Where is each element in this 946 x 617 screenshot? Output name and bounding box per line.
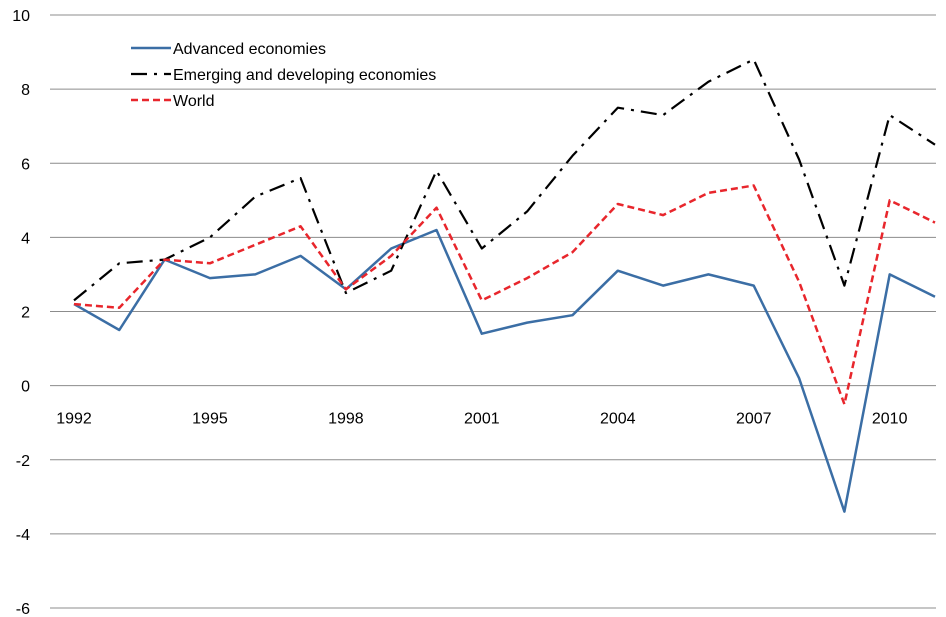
x-tick-label: 1995 [192, 411, 228, 428]
series-lines [73, 58, 936, 513]
y-tick-label: 2 [21, 305, 30, 322]
y-tick-label: 6 [21, 156, 30, 173]
y-tick-label: 0 [21, 379, 30, 396]
x-tick-label: 2010 [872, 411, 908, 428]
y-tick-label: -4 [16, 527, 30, 544]
legend-label: Advanced economies [173, 41, 326, 58]
legend-label: Emerging and developing economies [173, 67, 436, 84]
y-tick-label: -6 [16, 601, 30, 617]
series-line-advanced-economies [73, 228, 936, 513]
series-line-emerging-and-developing-economies [73, 58, 936, 302]
y-tick-label: 4 [21, 230, 30, 247]
y-tick-label: 8 [21, 82, 30, 99]
x-tick-label: 1998 [328, 411, 364, 428]
y-axis-labels: 10 8 6 4 2 0 -2 -4 -6 [12, 8, 30, 617]
y-tick-label: -2 [16, 453, 30, 470]
series-line-world [73, 184, 936, 406]
x-tick-label: 1992 [56, 411, 92, 428]
legend: Advanced economies Emerging and developin… [131, 41, 436, 110]
x-tick-label: 2004 [600, 411, 636, 428]
gridlines [50, 14, 936, 609]
legend-label: World [173, 93, 215, 110]
x-axis-labels: 1992 1995 1998 2001 2004 2007 2010 [56, 411, 907, 428]
x-tick-label: 2001 [464, 411, 500, 428]
y-tick-label: 10 [12, 8, 30, 25]
x-tick-label: 2007 [736, 411, 772, 428]
